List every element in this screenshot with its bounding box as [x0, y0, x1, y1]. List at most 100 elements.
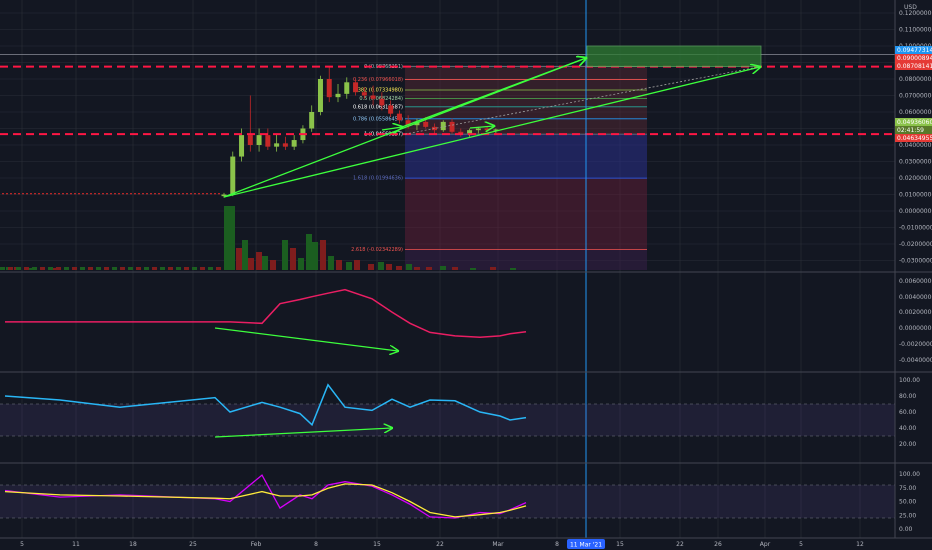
candles[interactable] — [2, 67, 499, 198]
macd-tick-label: 0.00400000 — [899, 294, 932, 301]
time-tick-label: 15 — [616, 541, 624, 548]
time-tick-label: 15 — [373, 541, 381, 548]
candle-body[interactable] — [467, 130, 473, 134]
fib-level-label: 1.618 (0.01994636) — [353, 176, 403, 182]
volume-bar — [200, 267, 205, 270]
volume-bar — [262, 256, 268, 270]
candle-body[interactable] — [326, 79, 332, 98]
volume-bar — [168, 267, 173, 270]
trend-arrow[interactable] — [223, 67, 760, 198]
candle-body[interactable] — [335, 93, 341, 98]
stoch-d-line — [4, 483, 527, 518]
volume-bar — [306, 234, 312, 270]
stoch-tick-label: 50.00 — [899, 499, 916, 506]
candle-body[interactable] — [274, 143, 280, 147]
candle-body[interactable] — [458, 131, 464, 134]
volume-bar — [290, 248, 296, 270]
candle-body[interactable] — [239, 135, 245, 157]
candle-body[interactable] — [449, 121, 455, 132]
volume-bar — [354, 260, 360, 270]
candle-body[interactable] — [405, 120, 411, 126]
candle-body[interactable] — [423, 121, 429, 127]
time-tick-label: 22 — [676, 541, 684, 548]
volume-bar — [120, 267, 125, 270]
fib-level-label: 0.236 (0.07966018) — [353, 77, 403, 83]
price-tick-label: -0.03000000 — [899, 258, 932, 265]
macd-tick-label: 0.00600000 — [899, 278, 932, 285]
candle-body[interactable] — [282, 143, 288, 147]
volume-bar — [112, 267, 117, 270]
rsi-tick-label: 20.00 — [899, 441, 916, 448]
oscillator-axes[interactable]: 0.00600000 0.00400000 0.00200000 0.00000000… — [899, 278, 932, 533]
candle-body[interactable] — [230, 156, 236, 195]
volume-bar — [346, 262, 352, 270]
trend-arrow[interactable] — [381, 127, 402, 130]
rsi-band — [0, 404, 895, 436]
stoch-tick-label: 100.00 — [899, 471, 920, 478]
volume-bar — [48, 267, 53, 270]
price-tick-label: 0.11000000 — [899, 27, 932, 34]
volume-bar — [229, 206, 235, 270]
volume-bar — [80, 267, 85, 270]
volume-bar — [378, 262, 384, 270]
rsi-tick-label: 80.00 — [899, 393, 916, 400]
stoch-tick-label: 0.00 — [899, 526, 913, 533]
time-tick-label: 5 — [799, 541, 803, 548]
time-tick-label: 11 — [72, 541, 80, 548]
volume-bar — [136, 267, 141, 270]
trend-arrow[interactable] — [401, 58, 586, 128]
arrow-annotations[interactable] — [223, 58, 760, 198]
candle-body[interactable] — [493, 129, 499, 131]
volume-bar — [216, 267, 221, 270]
volume-bar — [510, 268, 516, 270]
fib-level-label: 0.382 (0.07334980) — [353, 87, 403, 93]
volume-bar — [490, 267, 496, 270]
candle-body[interactable] — [291, 140, 297, 147]
volume-bar — [208, 267, 213, 270]
candle-body[interactable] — [370, 95, 376, 99]
candle-body[interactable] — [388, 105, 394, 114]
candle-body[interactable] — [431, 126, 437, 131]
time-tick-label: 8 — [314, 541, 318, 548]
candle-body[interactable] — [484, 128, 490, 131]
volume-bar — [236, 248, 242, 270]
candle-body[interactable] — [247, 135, 253, 145]
candle-body[interactable] — [379, 98, 385, 106]
candle-body[interactable] — [221, 194, 227, 197]
candle-body[interactable] — [353, 82, 359, 93]
volume-bar — [28, 268, 34, 270]
time-axis[interactable]: 5 11 18 25 Feb 8 15 22 Mar 8 15 22 26 Apr 5 12 — [20, 541, 864, 548]
macd-tick-label: 0.00200000 — [899, 309, 932, 316]
price-badge — [895, 62, 932, 70]
stoch-k-line — [4, 474, 527, 519]
volume-bar — [242, 240, 248, 270]
candle-body[interactable] — [265, 135, 271, 147]
candle-body[interactable] — [317, 79, 323, 112]
volume-bar — [40, 267, 45, 270]
candle-body[interactable] — [344, 82, 350, 94]
volume-bar — [96, 267, 101, 270]
price-badge — [895, 126, 932, 134]
candle-body[interactable] — [396, 113, 402, 121]
time-tick-label: Apr — [760, 541, 771, 548]
horizontal-levels[interactable] — [0, 45, 895, 136]
candle-body[interactable] — [440, 121, 446, 131]
volume-bar — [192, 267, 197, 270]
price-tick-label: 0.08000000 — [899, 76, 932, 83]
target-box[interactable] — [586, 45, 762, 68]
macd-tick-label: 0.00000000 — [899, 325, 932, 332]
price-badge — [895, 134, 932, 142]
volume-bar — [312, 242, 318, 270]
price-badge-label: 0.09000894 — [897, 55, 932, 62]
trend-arrow[interactable] — [469, 126, 494, 128]
candle-body[interactable] — [361, 92, 367, 96]
time-tick-label: 8 — [555, 541, 559, 548]
candle-body[interactable] — [256, 135, 262, 145]
currency-label: USD — [904, 4, 917, 11]
time-tick-label: Mar — [492, 541, 504, 548]
volume-bar — [396, 266, 402, 270]
candle-body[interactable] — [309, 112, 315, 129]
candle-body[interactable] — [475, 128, 481, 131]
price-badge — [895, 54, 932, 62]
